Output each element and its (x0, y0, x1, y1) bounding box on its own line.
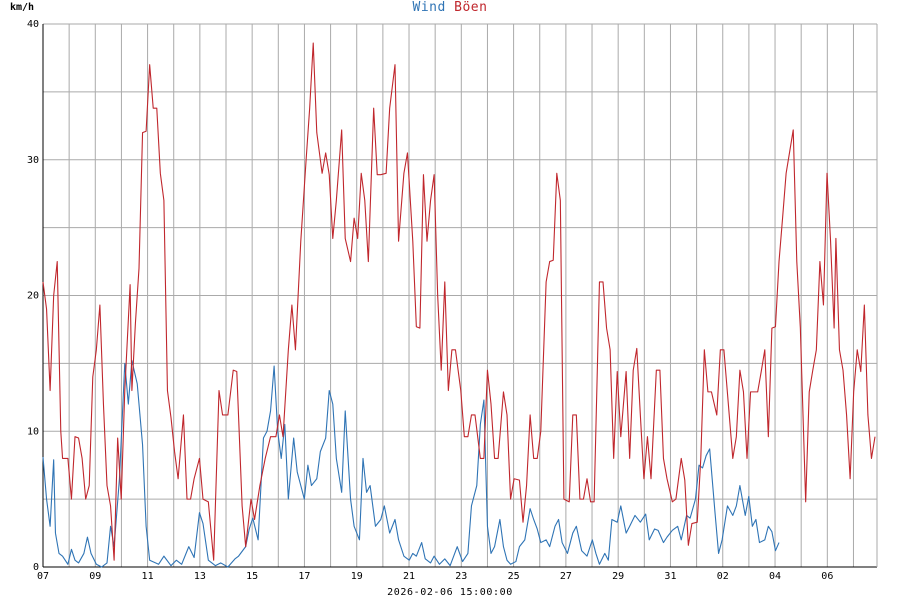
x-tick-label: 07 (37, 571, 49, 582)
x-tick-label: 19 (351, 571, 363, 582)
x-tick-label: 13 (194, 571, 206, 582)
y-tick-label: 20 (27, 291, 39, 302)
series-lines (42, 42, 876, 568)
x-tick-label: 25 (508, 571, 520, 582)
x-tick-label: 17 (298, 571, 310, 582)
x-tick-label: 15 (246, 571, 258, 582)
x-tick-label: 11 (142, 571, 154, 582)
x-tick-label: 04 (769, 571, 781, 582)
y-tick-label: 0 (33, 562, 39, 573)
x-tick-label: 21 (403, 571, 415, 582)
x-tick-label: 31 (664, 571, 676, 582)
x-tick-labels: 07 09 11 13 15 17 19 21 23 25 27 29 31 02 04 06 (37, 571, 833, 582)
x-tick-label: 02 (717, 571, 729, 582)
wind-series-line (42, 360, 780, 568)
y-tick-label: 40 (27, 19, 39, 30)
legend-gust: Böen (454, 0, 488, 15)
y-tick-label: 10 (27, 426, 39, 437)
x-tick-label: 27 (560, 571, 572, 582)
y-axis-unit: km/h (10, 2, 35, 13)
x-tick-label: 23 (455, 571, 467, 582)
x-tick-label: 09 (89, 571, 101, 582)
axes (42, 24, 878, 568)
y-tick-label: 30 (27, 155, 39, 166)
legend-wind: Wind (412, 0, 446, 15)
x-tick-label: 06 (821, 571, 833, 582)
gust-series-line (42, 42, 876, 561)
y-tick-labels: 0 10 20 30 40 (27, 19, 39, 573)
grid-lines (42, 23, 877, 568)
x-tick-label: 29 (612, 571, 624, 582)
x-axis-label: 2026-02-06 15:00:00 (387, 587, 513, 598)
chart-title: Wind Böen (0, 0, 900, 15)
